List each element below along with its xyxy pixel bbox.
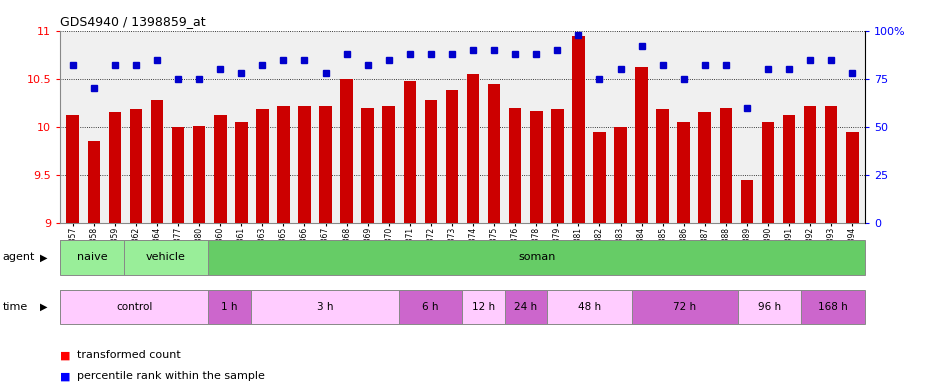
Bar (846, 132, 858, 223)
Text: 12 h: 12 h (472, 302, 495, 312)
Text: ■: ■ (60, 350, 70, 360)
Bar (509, 109, 522, 223)
Bar (505, 290, 548, 324)
Bar (88, 141, 100, 223)
Bar (403, 81, 416, 223)
Text: time: time (3, 302, 28, 312)
Bar (172, 127, 184, 223)
Bar (783, 115, 796, 223)
Bar (657, 109, 669, 223)
Text: 24 h: 24 h (514, 302, 537, 312)
Bar (720, 108, 733, 223)
Text: 48 h: 48 h (578, 302, 601, 312)
Bar (698, 112, 711, 223)
Bar (425, 100, 438, 223)
Bar (446, 90, 458, 223)
Text: 168 h: 168 h (819, 302, 848, 312)
Text: 72 h: 72 h (673, 302, 697, 312)
Text: 96 h: 96 h (758, 302, 781, 312)
Text: agent: agent (3, 252, 35, 262)
Bar (60, 240, 124, 275)
Text: 1 h: 1 h (221, 302, 238, 312)
Text: soman: soman (518, 252, 555, 262)
Bar (278, 106, 290, 223)
Bar (825, 106, 837, 223)
Bar (635, 67, 647, 223)
Bar (551, 109, 563, 223)
Bar (677, 122, 690, 223)
Bar (60, 290, 208, 324)
Bar (382, 106, 395, 223)
Bar (108, 112, 121, 223)
Bar (462, 290, 505, 324)
Bar (340, 79, 353, 223)
Text: GDS4940 / 1398859_at: GDS4940 / 1398859_at (60, 15, 205, 28)
Bar (208, 290, 251, 324)
Bar (804, 106, 817, 223)
Bar (67, 115, 79, 223)
Text: transformed count: transformed count (77, 350, 180, 360)
Text: percentile rank within the sample: percentile rank within the sample (77, 371, 265, 381)
Bar (151, 100, 164, 223)
Text: ▶: ▶ (40, 252, 47, 262)
Text: ■: ■ (60, 371, 70, 381)
Bar (548, 290, 632, 324)
Bar (530, 111, 543, 223)
Bar (130, 109, 142, 223)
Bar (761, 122, 774, 223)
Bar (467, 74, 479, 223)
Bar (801, 290, 865, 324)
Text: ▶: ▶ (40, 302, 47, 312)
Bar (192, 126, 205, 223)
Bar (572, 36, 585, 223)
Text: control: control (116, 302, 153, 312)
Bar (614, 127, 627, 223)
Bar (124, 240, 208, 275)
Bar (319, 106, 332, 223)
Text: 6 h: 6 h (423, 302, 439, 312)
Bar (738, 290, 801, 324)
Text: 3 h: 3 h (316, 302, 333, 312)
Bar (256, 109, 268, 223)
Bar (741, 180, 753, 223)
Text: vehicle: vehicle (146, 252, 186, 262)
Bar (399, 290, 462, 324)
Bar (487, 84, 500, 223)
Bar (235, 122, 248, 223)
Bar (632, 290, 738, 324)
Text: naive: naive (77, 252, 107, 262)
Bar (298, 106, 311, 223)
Bar (208, 240, 865, 275)
Bar (362, 108, 374, 223)
Bar (214, 115, 227, 223)
Bar (251, 290, 399, 324)
Bar (593, 132, 606, 223)
